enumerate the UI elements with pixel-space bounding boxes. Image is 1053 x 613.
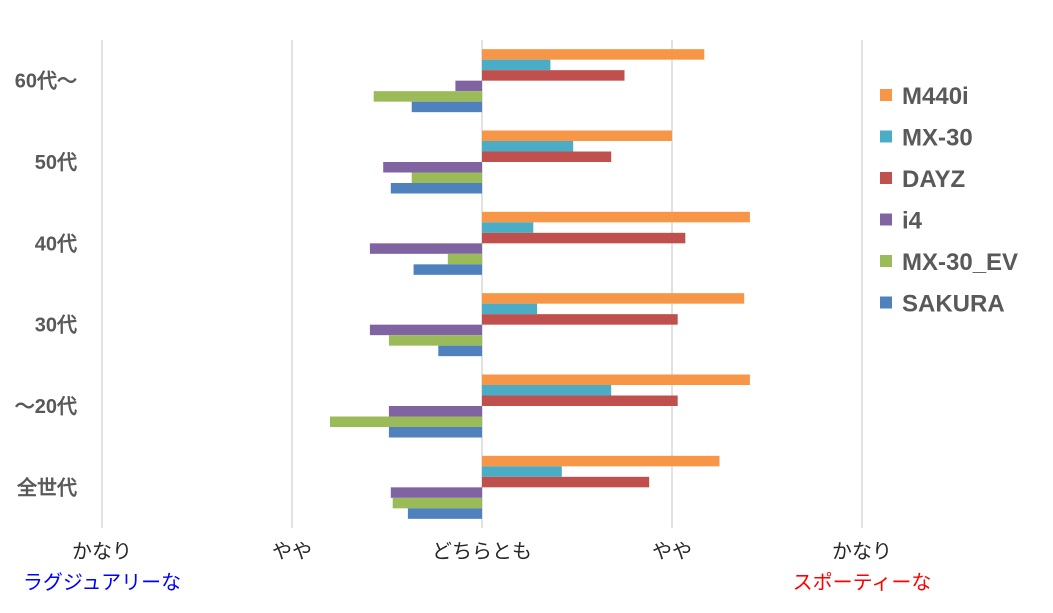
legend-label-MX-30: MX-30 [902, 125, 973, 152]
bar-SAKURA-4 [388, 427, 482, 438]
legend-swatch-M440i [880, 89, 892, 101]
grid-lines [101, 40, 863, 528]
category-label-5: 全世代 [16, 475, 77, 499]
bar-MX-30_EV-0 [373, 91, 482, 102]
bar-M440i-2 [482, 211, 750, 223]
bar-MX-30-0 [482, 59, 551, 71]
bar-MX-30_EV-1 [411, 172, 482, 183]
bar-MX-30_EV-5 [392, 497, 482, 509]
bar-MX-30-1 [482, 141, 574, 152]
bar-DAYZ-4 [482, 395, 678, 406]
bar-M440i-1 [482, 130, 672, 141]
bar-i4-5 [390, 487, 482, 498]
bar-i4-2 [369, 243, 482, 254]
bar-M440i-4 [482, 374, 750, 385]
bar-MX-30_EV-4 [330, 416, 482, 427]
category-label-0: 60代〜 [15, 70, 77, 93]
bar-DAYZ-1 [482, 151, 612, 162]
bar-i4-0 [455, 80, 482, 92]
legend-swatch-DAYZ [880, 172, 892, 184]
bar-MX-30-5 [482, 466, 562, 477]
bar-DAYZ-3 [482, 314, 678, 325]
bar-DAYZ-5 [482, 476, 650, 488]
x-tick-label-0: かなり [72, 541, 132, 563]
x-tick-label-2: どちらとも [432, 540, 532, 563]
bar-M440i-3 [482, 293, 745, 304]
legend: M440i MX-30 DAYZ i4 MX-30_EV SAKURA [880, 83, 1018, 318]
bar-SAKURA-1 [390, 183, 482, 194]
bar-MX-30_EV-3 [388, 335, 482, 346]
legend-swatch-MX-30 [880, 130, 892, 143]
bar-M440i-0 [482, 49, 705, 60]
category-label-1: 50代 [35, 151, 77, 174]
bar-i4-4 [388, 406, 482, 417]
legend-swatch-SAKURA [880, 296, 892, 309]
category-label-2: 40代 [35, 232, 77, 255]
legend-label-DAYZ: DAYZ [902, 166, 965, 193]
x-tick-sublabel-0: ラグジュアリーな [23, 571, 181, 594]
category-label-3: 30代 [35, 314, 77, 337]
bar-SAKURA-3 [438, 345, 482, 357]
legend-label-MX-30_EV: MX-30_EV [902, 249, 1018, 276]
bar-i4-3 [369, 324, 482, 336]
x-tick-label-1: やや [272, 541, 312, 563]
x-tick-label-3: やや [652, 541, 692, 563]
bar-i4-1 [383, 162, 482, 173]
x-tick-sublabel-4: スポーティーな [793, 571, 932, 594]
bar-M440i-5 [482, 455, 720, 467]
bar-MX-30-2 [482, 222, 534, 233]
legend-label-SAKURA: SAKURA [902, 291, 1005, 318]
legend-label-i4: i4 [902, 208, 923, 235]
bar-MX-30_EV-2 [447, 253, 482, 265]
bar-MX-30-3 [482, 303, 538, 315]
bar-DAYZ-2 [482, 232, 686, 244]
bar-MX-30-4 [482, 385, 612, 396]
category-label-4: 〜20代 [15, 395, 77, 418]
x-tick-label-4: かなり [832, 541, 892, 563]
legend-swatch-MX-30_EV [880, 255, 892, 267]
legend-swatch-i4 [880, 213, 892, 226]
bars [330, 49, 750, 519]
bar-DAYZ-0 [482, 70, 625, 81]
bar-SAKURA-2 [413, 264, 482, 275]
legend-label-M440i: M440i [902, 83, 969, 110]
bar-SAKURA-0 [411, 101, 482, 113]
bar-SAKURA-5 [407, 508, 482, 519]
